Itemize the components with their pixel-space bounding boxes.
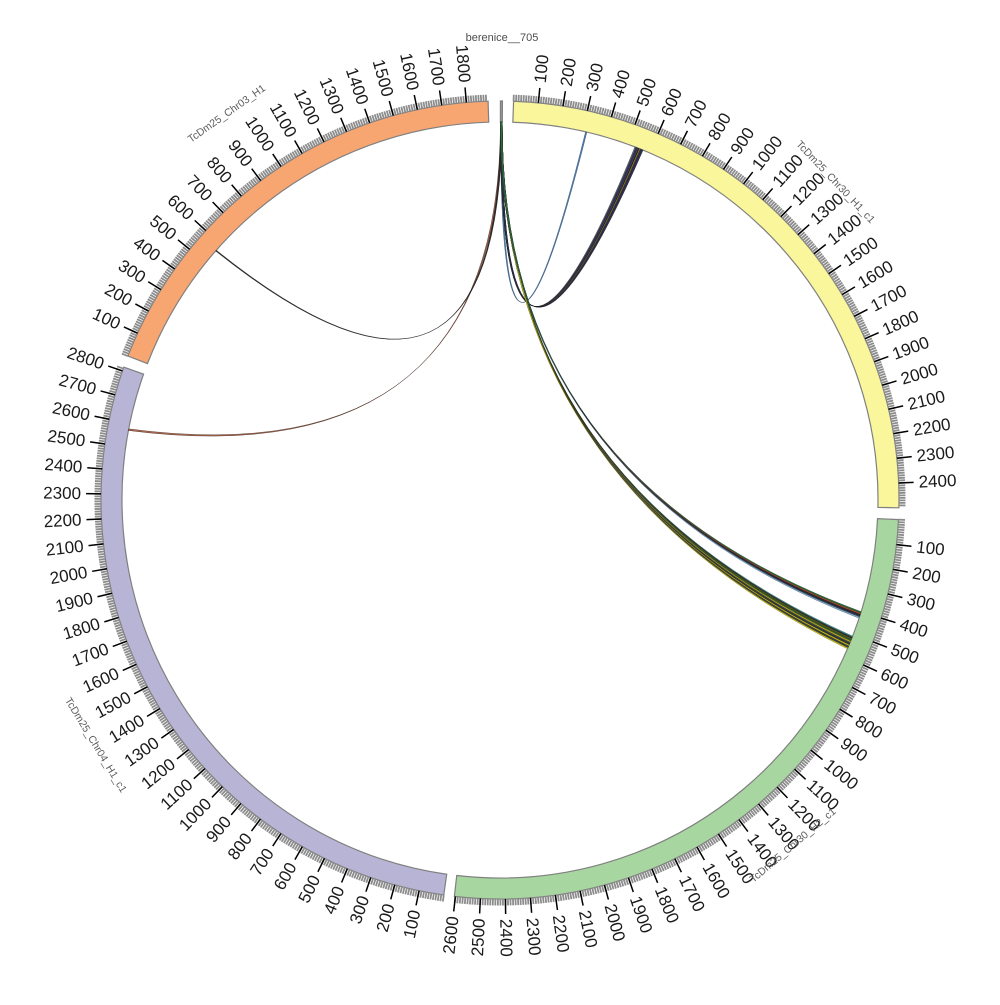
svg-text:200: 200	[557, 57, 580, 88]
svg-text:2100: 2100	[45, 537, 85, 560]
svg-text:2300: 2300	[43, 484, 81, 504]
svg-text:2400: 2400	[918, 471, 957, 492]
svg-text:2400: 2400	[44, 455, 83, 477]
svg-text:100: 100	[915, 537, 945, 559]
svg-text:2400: 2400	[496, 919, 516, 957]
svg-text:2600: 2600	[439, 915, 462, 955]
svg-text:2200: 2200	[43, 510, 82, 531]
svg-text:berenice__705: berenice__705	[466, 32, 539, 44]
svg-text:100: 100	[531, 54, 553, 84]
svg-text:1800: 1800	[452, 44, 474, 83]
svg-text:2300: 2300	[523, 917, 545, 956]
svg-text:2300: 2300	[916, 443, 956, 466]
svg-text:2500: 2500	[468, 918, 489, 957]
svg-text:200: 200	[911, 564, 942, 588]
